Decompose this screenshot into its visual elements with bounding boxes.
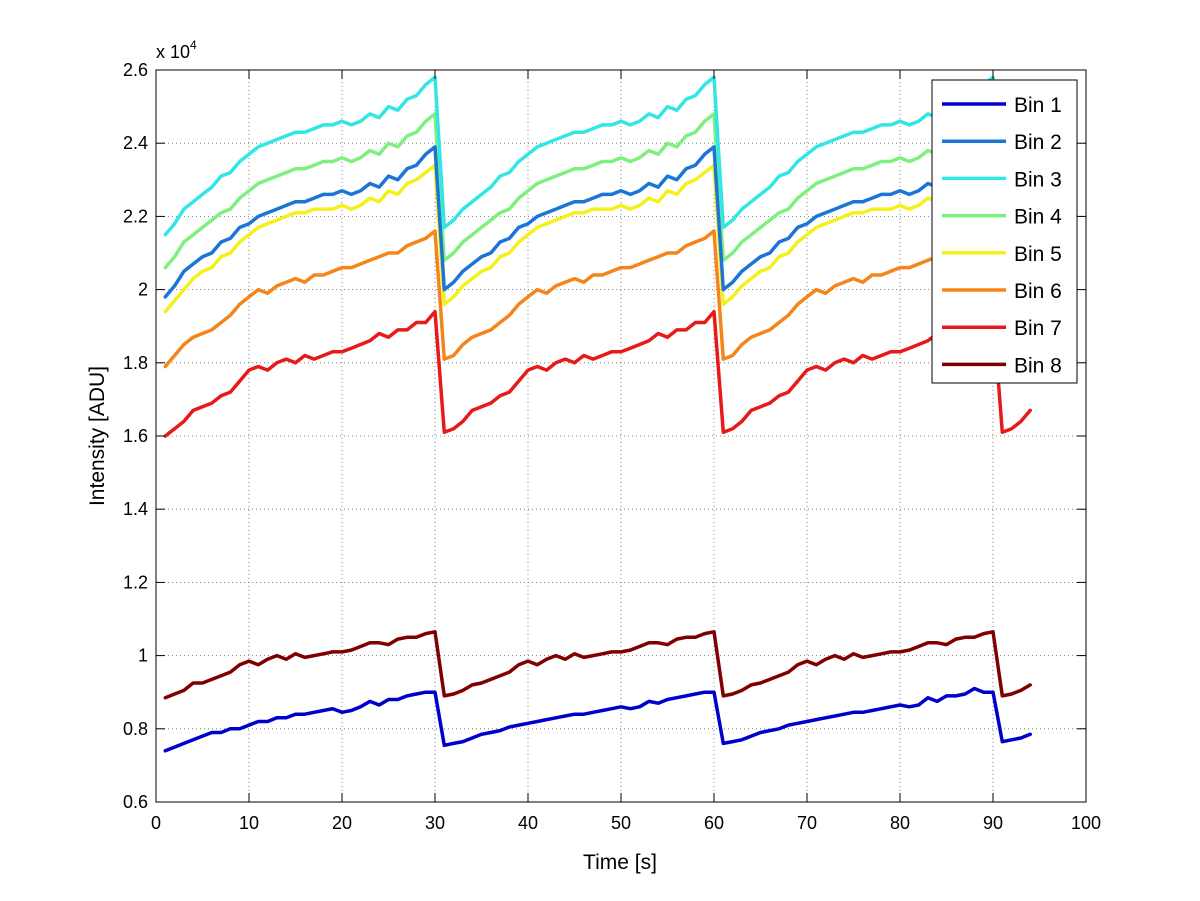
- y-multiplier-base: x 10: [156, 42, 190, 62]
- x-tick-label: 0: [151, 813, 161, 833]
- y-tick-label: 1.8: [123, 353, 148, 373]
- x-tick-label: 90: [983, 813, 1003, 833]
- y-tick-label: 2.2: [123, 206, 148, 226]
- x-tick-label: 10: [239, 813, 259, 833]
- legend: Bin 1 Bin 2 Bin 3 Bin 4 Bin 5 Bin 6 Bin 7 Bin 8: [931, 79, 1078, 384]
- series-line-bin-5: [163, 163, 1032, 314]
- legend-label-bin-8: Bin 8: [1014, 354, 1062, 377]
- axis-ticks: 0 10 20 30 40 50 60 70 80 90 100 0.6 0.8 1 1.2 1.4 1.6 1.…: [123, 60, 1101, 833]
- legend-label-bin-7: Bin 7: [1014, 317, 1062, 340]
- series-line-bin-2: [163, 145, 1032, 299]
- series-lines: [163, 75, 1032, 753]
- y-tick-label: 0.8: [123, 719, 148, 739]
- y-tick-label: 2.4: [123, 133, 148, 153]
- legend-label-bin-1: Bin 1: [1014, 94, 1062, 117]
- series-line-bin-6: [163, 229, 1032, 369]
- series-line-bin-3: [163, 75, 1032, 237]
- x-tick-label: 40: [518, 813, 538, 833]
- y-tick-label: 1.6: [123, 426, 148, 446]
- legend-label-bin-2: Bin 2: [1014, 131, 1062, 154]
- y-axis-label: Intensity [ADU]: [86, 366, 109, 506]
- legend-label-bin-3: Bin 3: [1014, 168, 1062, 191]
- y-tick-label: 1: [138, 646, 148, 666]
- y-tick-label: 1.4: [123, 499, 148, 519]
- x-tick-label: 100: [1071, 813, 1101, 833]
- x-tick-label: 70: [797, 813, 817, 833]
- x-tick-label: 20: [332, 813, 352, 833]
- y-tick-label: 2.6: [123, 60, 148, 80]
- legend-box: [931, 79, 1078, 384]
- x-axis-label: Time [s]: [583, 851, 657, 874]
- grid: [156, 70, 1086, 802]
- legend-label-bin-6: Bin 6: [1014, 280, 1062, 303]
- x-tick-label: 50: [611, 813, 631, 833]
- y-multiplier-exponent: 4: [190, 38, 197, 52]
- y-tick-label: 0.6: [123, 792, 148, 812]
- legend-label-bin-4: Bin 4: [1014, 206, 1062, 229]
- y-tick-label: 2: [138, 280, 148, 300]
- y-tick-label: 1.2: [123, 572, 148, 592]
- series-line-bin-7: [163, 309, 1032, 438]
- x-tick-label: 60: [704, 813, 724, 833]
- x-tick-label: 80: [890, 813, 910, 833]
- series-line-bin-4: [163, 112, 1032, 270]
- series-line-bin-8: [163, 630, 1032, 700]
- series-line-bin-1: [163, 686, 1032, 753]
- x-tick-label: 30: [425, 813, 445, 833]
- y-multiplier-label: x 104: [156, 38, 197, 62]
- legend-label-bin-5: Bin 5: [1014, 243, 1062, 266]
